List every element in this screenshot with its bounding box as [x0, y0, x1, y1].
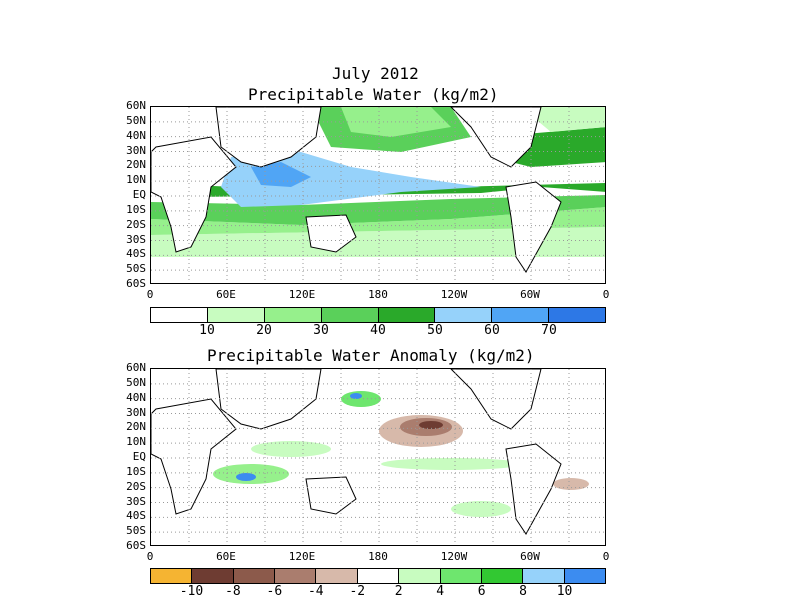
longitude-label: 120W [440, 550, 468, 563]
colorbar-swatch [151, 569, 193, 583]
colorbar-label: -2 [349, 584, 366, 599]
colorbar-swatch [192, 569, 234, 583]
bottom-colorbar [150, 568, 606, 584]
colorbar-label: 10 [199, 323, 215, 338]
colorbar-label: -10 [179, 584, 204, 599]
colorbar-label: 40 [370, 323, 386, 338]
latitude-label: 20S [126, 479, 146, 493]
colorbar-swatch [440, 569, 482, 583]
latitude-label: EQ [132, 188, 146, 201]
colorbar-label: 70 [541, 323, 557, 338]
colorbar-label: 50 [427, 323, 443, 338]
latitude-label: 50S [126, 262, 146, 276]
latitude-label: 10N [126, 173, 146, 187]
latitude-label: 30N [126, 405, 146, 419]
latitude-label: 10N [126, 435, 146, 449]
latitude-label: 30S [126, 494, 146, 508]
colorbar-swatch [264, 308, 322, 322]
latitude-label: EQ [132, 450, 146, 463]
colorbar-label: -4 [307, 584, 324, 599]
latitude-label: 20N [126, 158, 146, 172]
colorbar-swatch [321, 308, 379, 322]
colorbar-swatch [151, 308, 208, 322]
colorbar-swatch [378, 308, 436, 322]
top-title-line1: July 2012 [332, 64, 419, 83]
colorbar-swatch [275, 569, 317, 583]
colorbar-label: 30 [313, 323, 329, 338]
colorbar-label: -8 [225, 584, 241, 599]
latitude-label: 40S [126, 247, 146, 261]
top-title-line2: Precipitable Water (kg/m2) [248, 85, 499, 104]
longitude-label: 120E [288, 550, 316, 563]
latitude-label: 50N [126, 375, 146, 389]
colorbar-label: 20 [256, 323, 272, 338]
colorbar-swatch [564, 569, 605, 583]
latitude-label: 40S [126, 509, 146, 523]
latitude-label: 10S [126, 202, 146, 216]
colorbar-label: 8 [519, 584, 527, 599]
longitude-label: 0 [602, 550, 610, 563]
colorbar-label: 4 [436, 584, 445, 599]
longitude-label: 0 [146, 288, 154, 301]
colorbar-swatch [435, 308, 493, 322]
longitude-label: 180 [368, 550, 388, 563]
bottom-title: Precipitable Water Anomaly (kg/m2) [207, 346, 535, 365]
longitude-label: 60E [216, 550, 236, 563]
latitude-label: 60S [126, 539, 146, 552]
colorbar-swatch [399, 569, 441, 583]
colorbar-label: -6 [266, 584, 283, 599]
colorbar-label: 2 [394, 584, 403, 599]
longitude-label: 60W [520, 288, 540, 301]
latitude-label: 20S [126, 217, 146, 231]
colorbar-swatch [316, 569, 358, 583]
latitude-label: 40N [126, 390, 146, 404]
colorbar-swatch [549, 308, 605, 322]
colorbar-swatch [233, 569, 276, 583]
colorbar-swatch [492, 308, 550, 322]
bottom-anomaly-map [150, 368, 606, 546]
longitude-label: 60E [216, 288, 236, 301]
top-precipitable-water-map [150, 106, 606, 284]
bottom-map-svg [151, 369, 605, 545]
latitude-label: 30N [126, 143, 146, 157]
colorbar-swatch [481, 569, 524, 583]
longitude-label: 120E [288, 288, 316, 301]
longitude-label: 0 [602, 288, 610, 301]
latitude-label: 60N [126, 361, 146, 374]
latitude-label: 20N [126, 420, 146, 434]
longitude-label: 180 [368, 288, 388, 301]
longitude-label: 60W [520, 550, 540, 563]
latitude-label: 50S [126, 524, 146, 538]
colorbar-swatch [523, 569, 565, 583]
latitude-label: 60N [126, 99, 146, 112]
top-map-svg [151, 107, 605, 283]
colorbar-label: 60 [484, 323, 500, 338]
colorbar-label: 6 [477, 584, 486, 599]
longitude-label: 120W [440, 288, 468, 301]
longitude-label: 0 [146, 550, 154, 563]
latitude-label: 40N [126, 128, 146, 142]
latitude-label: 10S [126, 464, 146, 478]
colorbar-swatch [207, 308, 265, 322]
latitude-label: 50N [126, 113, 146, 127]
latitude-label: 60S [126, 277, 146, 290]
colorbar-swatch [357, 569, 400, 583]
colorbar-label: 10 [556, 584, 573, 599]
latitude-label: 30S [126, 232, 146, 246]
top-colorbar [150, 307, 606, 323]
